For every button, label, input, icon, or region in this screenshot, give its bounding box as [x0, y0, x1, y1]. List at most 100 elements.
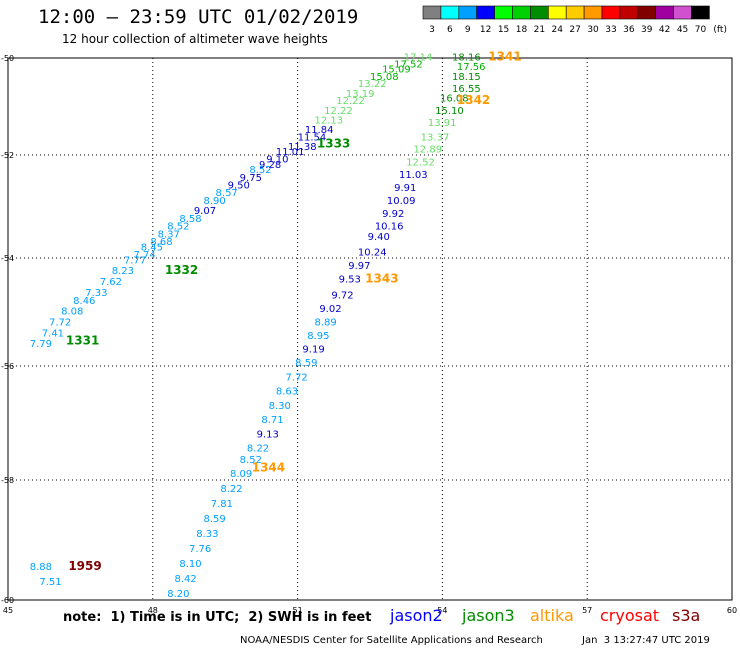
- wave-height-value: 8.63: [276, 387, 298, 398]
- wave-height-value: 15.08: [370, 72, 399, 83]
- pass-label-1341: 1341: [488, 49, 521, 63]
- colorbar-tick-label: 3: [429, 25, 435, 35]
- longitude-tick-label: 48: [148, 606, 158, 615]
- wave-height-value: 8.22: [247, 444, 269, 455]
- colorbar-tick-label: 33: [605, 25, 616, 35]
- wave-height-value: 11.84: [305, 125, 334, 136]
- wave-height-value: 9.02: [319, 304, 341, 315]
- wave-height-value: 9.97: [348, 261, 370, 272]
- wave-height-value: 8.71: [261, 415, 283, 426]
- colorbar-tick-label: 9: [465, 25, 471, 35]
- wave-height-value: 7.41: [42, 328, 64, 339]
- wave-height-value: 9.19: [302, 345, 324, 356]
- wave-height-value: 7.74: [133, 250, 155, 261]
- satellite-s3a-label: s3a: [672, 606, 701, 625]
- wave-height-colorbar: 3 6 9 12 15 18 21 24 27 30 33 36 39 42 45 70 (ft): [422, 5, 727, 35]
- wave-height-value: 8.59: [203, 514, 225, 525]
- wave-height-value: 9.72: [331, 291, 353, 302]
- wave-height-value: 8.95: [307, 331, 329, 342]
- wave-height-value: 8.58: [179, 214, 201, 225]
- wave-height-value: 16.55: [452, 84, 481, 95]
- wave-height-value: 8.89: [314, 318, 336, 329]
- wave-height-value: 7.81: [211, 499, 233, 510]
- wave-height-value: 8.20: [167, 589, 189, 600]
- wave-height-value: 8.23: [112, 266, 134, 277]
- wave-height-value: 10.09: [387, 196, 416, 207]
- wave-height-value: 9.40: [368, 232, 390, 243]
- wave-height-value: 7.72: [286, 372, 308, 383]
- colorbar-swatch-70: [691, 5, 710, 20]
- wave-height-value: 7.51: [39, 577, 61, 588]
- wave-height-value: 9.28: [259, 160, 281, 171]
- wave-height-value: 9.92: [382, 209, 404, 220]
- satellite-jason3-label: jason3: [462, 606, 515, 625]
- wave-height-value: 8.52: [249, 165, 271, 176]
- credit-line: NOAA/NESDIS Center for Satellite Applica…: [240, 635, 543, 646]
- wave-height-value: 7.62: [100, 277, 122, 288]
- wave-height-value: 17.14: [404, 52, 433, 63]
- colorbar-tick-label: 21: [534, 25, 545, 35]
- wave-height-value: 13.19: [346, 89, 375, 100]
- wave-height-value: 8.59: [295, 358, 317, 369]
- wave-height-value: 16.08: [440, 94, 469, 105]
- footer-note: note: 1) Time is in UTC; 2) SWH is in fe…: [63, 610, 372, 625]
- wave-height-value: 17.52: [394, 60, 423, 71]
- wave-height-value: 8.45: [141, 242, 163, 253]
- wave-height-value: 9.53: [339, 274, 361, 285]
- colorbar-tick-label: 18: [516, 25, 528, 35]
- colorbar-tick-label: 6: [447, 25, 453, 35]
- colorbar-tick-label: 15: [498, 25, 509, 35]
- pass-label-1333: 1333: [317, 137, 350, 151]
- wave-height-value: 13.37: [421, 132, 450, 143]
- wave-height-value: 9.07: [194, 206, 216, 217]
- wave-height-value: 11.54: [298, 132, 327, 143]
- colorbar-tick-label: 42: [659, 25, 670, 35]
- longitude-tick-label: 57: [582, 606, 592, 615]
- wave-height-value: 9.50: [228, 180, 250, 191]
- wave-height-value: 13.22: [358, 79, 387, 90]
- wave-height-value: 8.10: [179, 559, 201, 570]
- wave-height-value: 13.91: [428, 118, 457, 129]
- wave-height-value: 8.88: [30, 562, 52, 573]
- wave-height-value: 8.90: [203, 196, 225, 207]
- satellite-cryosat-label: cryosat: [600, 606, 660, 625]
- wave-height-value: 7.77: [124, 255, 146, 266]
- wave-height-value: 7.79: [30, 339, 52, 350]
- longitude-tick-label: 51: [293, 606, 303, 615]
- wave-height-value: 8.68: [150, 237, 172, 248]
- wave-height-value: 8.52: [240, 455, 262, 466]
- wave-height-value: 15.10: [435, 106, 464, 117]
- wave-height-value: 7.33: [85, 288, 107, 299]
- wave-height-value: 18.15: [452, 72, 481, 83]
- wave-height-value: 18.16: [452, 52, 481, 63]
- wave-height-value: 8.42: [175, 574, 197, 585]
- wave-height-value: 11.38: [288, 142, 317, 153]
- wave-height-value: 8.22: [220, 484, 242, 495]
- wave-height-value: 10.16: [375, 222, 404, 233]
- latitude-tick-label: -54: [1, 254, 14, 263]
- wave-height-value: 8.37: [158, 229, 180, 240]
- wave-height-value: 10.24: [358, 247, 387, 258]
- wave-height-value: 9.10: [266, 155, 288, 166]
- satellite-altika-label: altika: [530, 606, 574, 625]
- pass-label-1344: 1344: [252, 460, 285, 474]
- satellite-jason2-label: jason2: [390, 606, 443, 625]
- map-subtitle: 12 hour collection of altimeter wave hei…: [62, 32, 328, 46]
- colorbar-tick-label: 12: [480, 25, 491, 35]
- pass-label-1343: 1343: [365, 271, 398, 285]
- wave-height-value: 7.76: [189, 544, 211, 555]
- wave-height-value: 9.91: [394, 183, 416, 194]
- generated-timestamp: Jan 3 13:27:47 UTC 2019: [582, 635, 710, 646]
- map-frame: [7, 57, 733, 601]
- wave-height-value: 9.13: [257, 429, 279, 440]
- wave-height-value: 12.52: [406, 157, 435, 168]
- longitude-tick-label: 45: [3, 606, 13, 615]
- colorbar-tick-label: 30: [587, 25, 599, 35]
- latitude-tick-label: -50: [1, 54, 14, 63]
- wave-height-value: 7.72: [49, 318, 71, 329]
- wave-height-value: 12.22: [324, 106, 353, 117]
- wave-height-value: 8.46: [73, 296, 95, 307]
- pass-label-1342: 1342: [457, 93, 490, 107]
- longitude-tick-label: 60: [727, 606, 737, 615]
